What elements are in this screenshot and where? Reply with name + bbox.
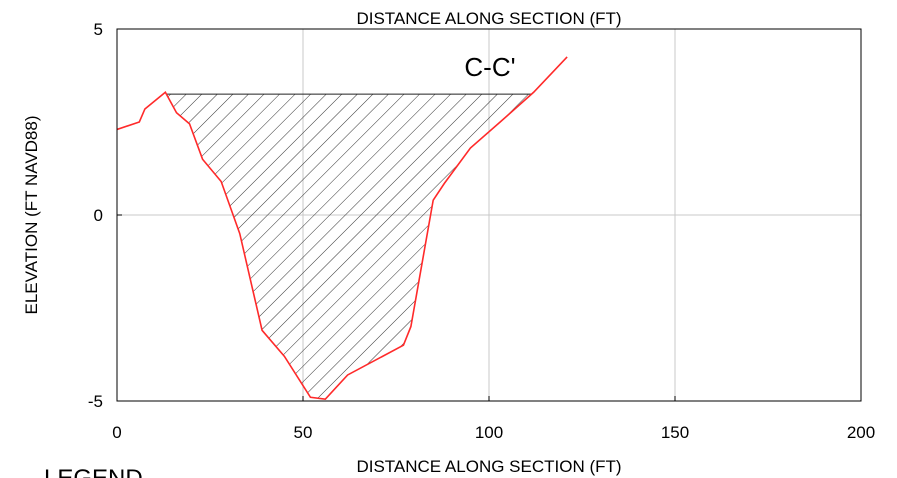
x-axis-label: DISTANCE ALONG SECTION (FT) <box>356 457 621 476</box>
x-tick-label: 150 <box>661 423 689 442</box>
x-tick-label: 50 <box>294 423 313 442</box>
y-axis-label: ELEVATION (FT NAVD88) <box>22 115 41 314</box>
x-tick-label: 200 <box>847 423 875 442</box>
y-tick-label: 5 <box>94 20 103 39</box>
y-tick-label: 0 <box>94 206 103 225</box>
x-tick-label: 100 <box>475 423 503 442</box>
x-tick-label: 0 <box>112 423 121 442</box>
chart-title: C-C' <box>464 52 515 82</box>
top-axis-label: DISTANCE ALONG SECTION (FT) <box>356 9 621 28</box>
hatched-channel-area <box>166 94 532 400</box>
y-axis-ticks: -5 0 5 <box>88 20 122 411</box>
x-axis-ticks: 0 50 100 150 200 <box>112 396 875 442</box>
y-tick-label: -5 <box>88 392 103 411</box>
legend-heading: LEGEND <box>44 465 143 478</box>
grid-lines <box>117 29 861 401</box>
ground-profile-line <box>116 56 568 400</box>
